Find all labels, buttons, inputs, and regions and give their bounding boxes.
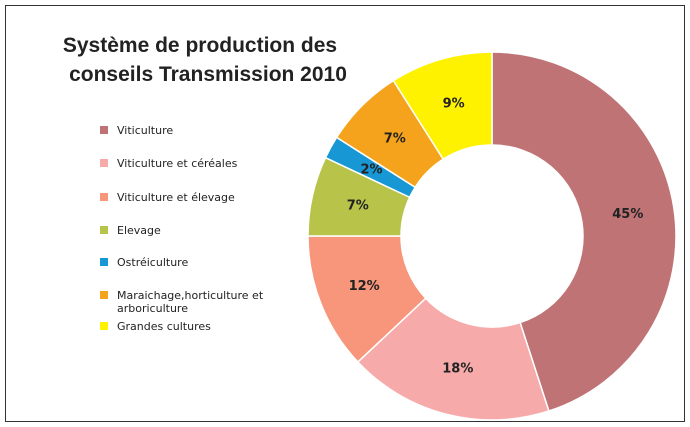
donut-slice bbox=[491, 51, 677, 412]
legend-swatch bbox=[100, 193, 108, 201]
legend-label: Viticulture et céréales bbox=[117, 157, 238, 170]
donut-slice bbox=[392, 51, 493, 161]
chart-title: Système de production des bbox=[63, 34, 337, 57]
legend-label: Viticulture et élevage bbox=[117, 191, 235, 204]
legend-label: Grandes cultures bbox=[117, 320, 211, 333]
data-label: 9% bbox=[443, 96, 465, 111]
legend-swatch bbox=[100, 126, 108, 134]
data-label: 7% bbox=[384, 131, 406, 146]
chart-title: conseils Transmission 2010 bbox=[69, 63, 347, 86]
data-label: 12% bbox=[349, 279, 380, 294]
legend-label: Maraichage,horticulture et arboriculture bbox=[117, 289, 264, 315]
data-label: 7% bbox=[347, 199, 369, 214]
frame bbox=[5, 5, 685, 422]
legend-swatch bbox=[100, 226, 108, 234]
legend-label: Elevage bbox=[117, 224, 161, 237]
legend-label: Ostréiculture bbox=[117, 256, 189, 269]
legend-swatch bbox=[100, 159, 108, 167]
data-label: 45% bbox=[612, 207, 643, 222]
legend-swatch bbox=[100, 291, 108, 299]
data-label: 2% bbox=[360, 162, 382, 177]
legend-label: Viticulture bbox=[117, 124, 174, 137]
data-label: 18% bbox=[442, 362, 473, 377]
legend-swatch bbox=[100, 258, 108, 266]
legend-swatch bbox=[100, 322, 108, 330]
donut-slice bbox=[356, 297, 550, 421]
